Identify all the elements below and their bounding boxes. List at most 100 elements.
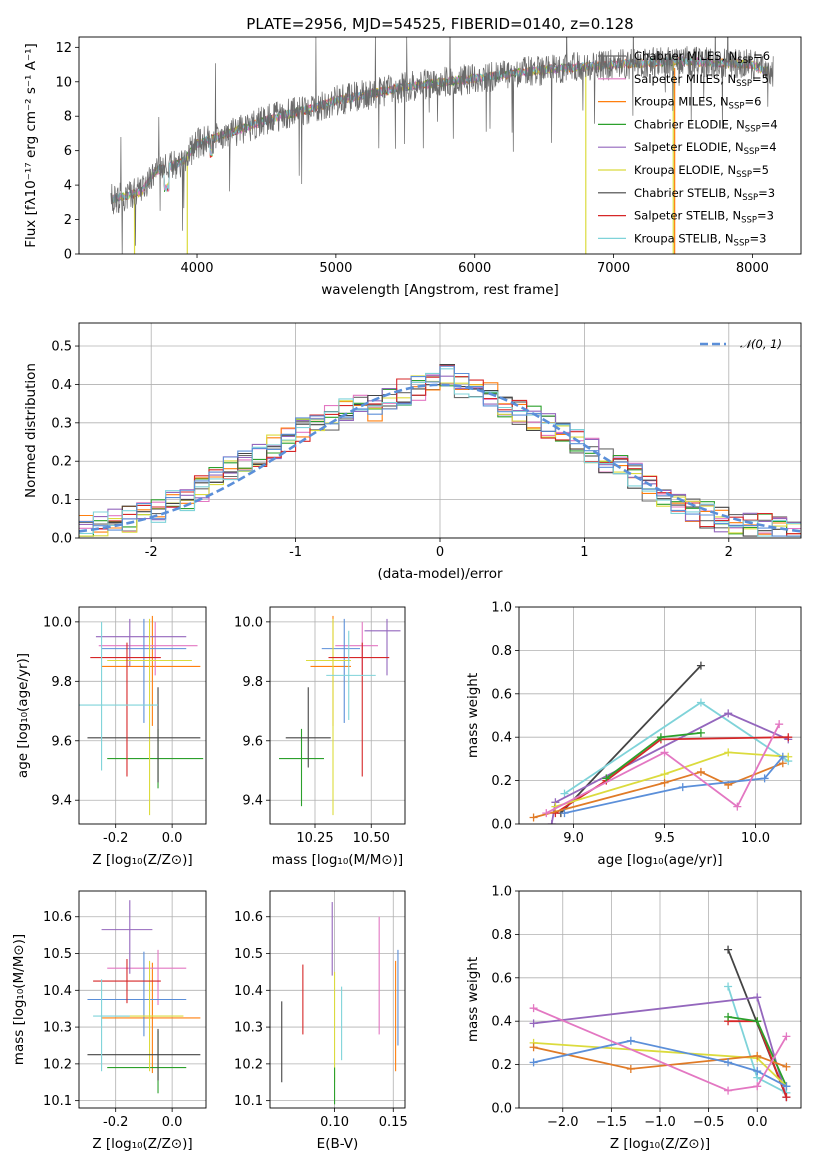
legend-entry: Chabrier ELODIE, NSSP=4 bbox=[634, 117, 778, 134]
legend-entry: Salpeter STELIB, NSSP=3 bbox=[634, 209, 774, 226]
mass-weight-marker bbox=[660, 748, 669, 757]
age_vs_mass-panel: 10.25 10.50 9.4 9.6 9.8 10.0 mass [log₁₀(M/M⊙)… bbox=[234, 606, 406, 868]
y-tick-label: 10 bbox=[55, 75, 72, 90]
y-tick-label: 0.0 bbox=[51, 532, 72, 547]
mass-weight-marker bbox=[753, 1051, 762, 1060]
mass-weight-marker bbox=[778, 752, 787, 761]
mass-weight-marker bbox=[782, 1093, 791, 1102]
mass-weight-marker bbox=[529, 813, 538, 822]
y-tick-label: 0.4 bbox=[491, 731, 512, 746]
x-tick-label: 10.25 bbox=[296, 831, 333, 846]
mass-weight-marker bbox=[696, 661, 705, 670]
errorbar-point bbox=[87, 951, 187, 1037]
errorbar-point bbox=[306, 618, 351, 816]
y-tick-label: 8 bbox=[64, 110, 72, 125]
y-tick-label: 0.1 bbox=[51, 493, 72, 508]
y-tick-label: 10.6 bbox=[43, 910, 72, 925]
x-tick-label: 0.0 bbox=[162, 831, 183, 846]
x-tick-label: 0.15 bbox=[379, 1115, 408, 1130]
y-axis-label: mass weight bbox=[465, 673, 481, 758]
y-tick-label: 0.4 bbox=[51, 378, 72, 393]
legend-entry: Kroupa STELIB, NSSP=3 bbox=[634, 231, 766, 248]
residuals-panel: -2 -1 0 1 2 0.0 0.1 0.2 0.3 0.4 0.5 (data-model)/er… bbox=[23, 322, 802, 582]
residuals-plot-area bbox=[79, 323, 801, 538]
y-axis-label: mass weight bbox=[465, 957, 481, 1042]
mass-weight-marker bbox=[529, 1004, 538, 1013]
y-axis-label: mass [log₁₀(M/M⊙)] bbox=[11, 934, 27, 1065]
normal-curve-line bbox=[79, 383, 801, 533]
mass-weight-marker bbox=[724, 1058, 733, 1067]
axes-frame bbox=[78, 36, 802, 255]
mass-weight-marker bbox=[626, 1064, 635, 1073]
y-tick-label: 10.4 bbox=[43, 984, 72, 999]
x-tick-label: -0.2 bbox=[103, 831, 128, 846]
y-tick-label: 9.6 bbox=[51, 734, 72, 749]
x-tick-label: 6000 bbox=[458, 261, 491, 276]
y-tick-label: 4 bbox=[64, 179, 72, 194]
y-tick-label: 0.6 bbox=[491, 971, 512, 986]
legend-entry: Chabrier MILES, NSSP=6 bbox=[634, 49, 770, 66]
mass_vs_ebv-panel: 0.10 0.15 10.1 10.2 10.3 10.4 10.5 10.6 E(B-V) bbox=[234, 890, 408, 1152]
y-tick-label: 10.3 bbox=[234, 1021, 263, 1036]
residuals-legend: 𝒩(0, 1) bbox=[700, 337, 782, 351]
y-tick-label: 10.5 bbox=[43, 947, 72, 962]
mass-weight-series-line bbox=[554, 736, 789, 814]
mass-weight-marker bbox=[753, 993, 762, 1002]
mass-weight-marker bbox=[724, 748, 733, 757]
errorbar-point bbox=[101, 615, 201, 726]
mass-weight-series-line bbox=[555, 751, 789, 808]
x-tick-label: 9.0 bbox=[563, 831, 584, 846]
y-tick-label: 6 bbox=[64, 144, 72, 159]
x-tick-label: 9.5 bbox=[654, 831, 675, 846]
x-axis-label: age [log₁₀(age/yr)] bbox=[597, 852, 722, 868]
age_vs_Z-plot-area bbox=[79, 607, 206, 824]
x-tick-label: −1.0 bbox=[644, 1115, 676, 1130]
y-tick-label: 0.5 bbox=[51, 340, 72, 355]
x-tick-label: −1.5 bbox=[596, 1115, 628, 1130]
x-tick-label: 10.0 bbox=[741, 831, 770, 846]
chart-title: PLATE=2956, MJD=54525, FIBERID=0140, z=0… bbox=[246, 15, 633, 33]
mass-weight-marker bbox=[782, 1062, 791, 1071]
observed-spectrum-line bbox=[110, 37, 774, 254]
mass-weight-marker bbox=[782, 1032, 791, 1041]
x-axis-label: (data-model)/error bbox=[377, 566, 503, 582]
x-tick-label: -2 bbox=[145, 545, 158, 560]
mass-weight-marker bbox=[724, 982, 733, 991]
y-tick-label: 9.4 bbox=[51, 794, 72, 809]
mass-weight-marker bbox=[724, 1086, 733, 1095]
mass-weight-marker bbox=[753, 1082, 762, 1091]
y-tick-label: 0 bbox=[64, 248, 72, 263]
y-tick-label: 10.0 bbox=[234, 615, 263, 630]
x-tick-label: −0.5 bbox=[693, 1115, 725, 1130]
errorbar-point bbox=[107, 1030, 187, 1094]
mass-weight-marker bbox=[724, 1012, 733, 1021]
errorbar-point bbox=[93, 959, 161, 1004]
y-tick-label: 1.0 bbox=[491, 885, 512, 900]
mass-weight-marker bbox=[626, 1036, 635, 1045]
errorbar-point bbox=[101, 900, 153, 974]
mass-weight-marker bbox=[660, 770, 669, 779]
errorbar-point bbox=[93, 979, 130, 1072]
mass_vs_Z-plot-area bbox=[79, 891, 206, 1108]
errorbar-point bbox=[326, 630, 376, 720]
y-tick-label: 0.4 bbox=[491, 1015, 512, 1030]
mass_weight_vs_age-plot-area bbox=[519, 607, 801, 824]
x-axis-label: Z [log₁₀(Z/Z⊙)] bbox=[92, 1136, 192, 1152]
errorbar-point bbox=[364, 618, 401, 676]
x-tick-label: 0 bbox=[436, 545, 444, 560]
mass-weight-series-line bbox=[564, 756, 784, 814]
x-tick-label: -0.2 bbox=[103, 1115, 128, 1130]
mass-weight-marker bbox=[660, 778, 669, 787]
errorbar-point bbox=[107, 949, 187, 1006]
mass-weight-marker bbox=[784, 733, 793, 742]
y-axis-label: age [log₁₀(age/yr)] bbox=[15, 653, 31, 778]
y-axis-label: Flux [fλ10⁻¹⁷ erg cm⁻² s⁻¹ A⁻¹] bbox=[23, 43, 39, 248]
x-axis-label: Z [log₁₀(Z/Z⊙)] bbox=[92, 852, 192, 868]
errorbar-point bbox=[310, 615, 351, 726]
errorbar-point bbox=[107, 618, 192, 816]
age_vs_Z-panel: -0.2 0.0 9.4 9.6 9.8 10.0 Z [log₁₀(Z/Z⊙)] age [… bbox=[15, 606, 207, 868]
errorbar-point bbox=[101, 962, 201, 1074]
y-tick-label: 0.2 bbox=[491, 1058, 512, 1073]
errorbar-point bbox=[87, 1028, 201, 1081]
x-axis-label: E(B-V) bbox=[317, 1136, 359, 1152]
